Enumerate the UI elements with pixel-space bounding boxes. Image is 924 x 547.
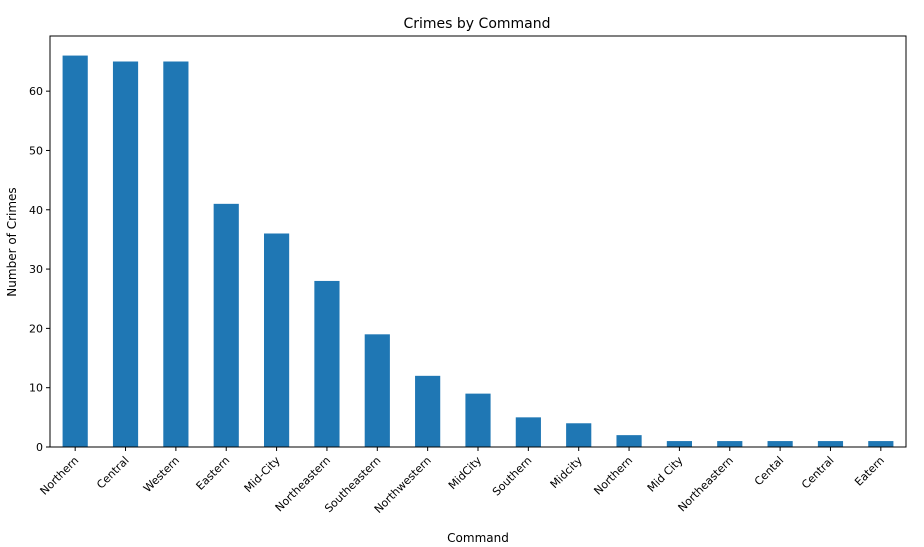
x-tick-label-12: Mid City: [645, 454, 686, 495]
y-tick-label-0: 0: [36, 441, 43, 454]
bar-4: [264, 233, 290, 447]
bar-8: [465, 393, 491, 447]
bar-10: [566, 423, 592, 447]
y-tick-label-3: 30: [29, 263, 43, 276]
y-tick-label-2: 20: [29, 322, 43, 335]
x-axis: Northern Central Western Eastern Mid-CityNor…: [38, 447, 887, 516]
bar-13: [717, 441, 743, 447]
x-tick-label-10: Midcity: [548, 454, 585, 491]
y-tick-label-5: 50: [29, 144, 43, 157]
bar-9: [515, 417, 541, 447]
bar-0: [62, 55, 88, 447]
bar-14: [767, 441, 793, 447]
bar-5: [314, 280, 340, 447]
x-tick-label-8: MidCity: [446, 454, 485, 493]
y-tick-label-6: 60: [29, 85, 43, 98]
plot-frame: [49, 35, 907, 448]
x-tick-label-3: Eastern: [194, 454, 233, 493]
bar-2: [163, 61, 189, 447]
x-tick-label-15: Central: [799, 454, 837, 492]
y-axis-label: Number of Crimes: [5, 187, 19, 296]
x-tick-label-11: Northern: [591, 454, 635, 498]
x-tick-label-9: Southern: [490, 454, 535, 499]
x-tick-label-14: Cental: [752, 454, 786, 488]
y-tick-label-1: 10: [29, 382, 43, 395]
x-tick-label-16: Eatern: [852, 454, 887, 489]
bar-11: [616, 435, 642, 447]
bar-6: [364, 334, 390, 447]
x-axis-label: Command: [447, 531, 509, 545]
bar-12: [666, 441, 692, 447]
bar-7: [415, 375, 441, 447]
y-axis: 0 10 20 30 40 50 60: [29, 85, 50, 454]
bar-3: [213, 203, 239, 447]
y-tick-label-4: 40: [29, 204, 43, 217]
bar-1: [112, 61, 139, 447]
chart-title: Crimes by Command: [404, 16, 551, 32]
bar-15: [817, 441, 844, 447]
bar-16: [868, 441, 894, 447]
x-tick-label-2: Western: [141, 454, 182, 495]
x-tick-label-0: Northern: [38, 454, 82, 498]
bars-group: [62, 55, 894, 447]
x-tick-label-1: Central: [94, 454, 132, 492]
x-tick-label-4: Mid-City: [242, 454, 283, 495]
